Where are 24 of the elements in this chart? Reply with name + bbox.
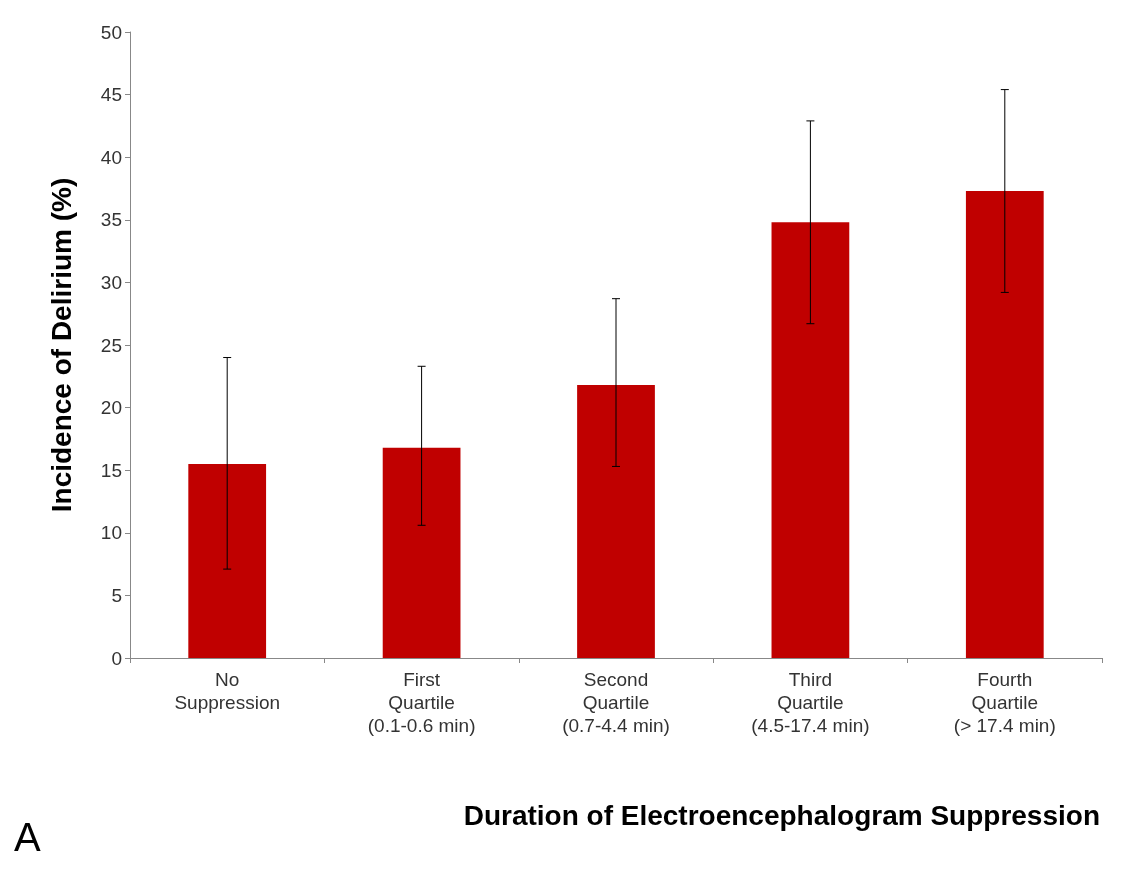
x-tick-label: No Suppression	[174, 669, 281, 713]
bar	[577, 385, 655, 658]
y-tick-label: 15	[100, 459, 122, 481]
text: A	[14, 815, 41, 859]
x-tick-label: First Quartile (0.1-0.6 min)	[367, 669, 476, 736]
bar	[771, 222, 850, 658]
y-tick-label: 25	[100, 334, 122, 356]
y-axis-title: Incidence of Delirium (%)	[45, 177, 77, 513]
bar	[382, 447, 461, 658]
y-tick-label: 35	[100, 209, 122, 231]
x-tick-label: Fourth Quartile (> 17.4 min)	[953, 669, 1056, 736]
y-tick-label: 0	[111, 647, 122, 669]
bar	[188, 463, 267, 658]
y-tick-label: 10	[100, 522, 122, 544]
y-tick-label: 45	[100, 84, 122, 106]
x-tick-label: Third Quartile (4.5-17.4 min)	[751, 669, 870, 736]
y-tick-label: 20	[100, 397, 122, 419]
x-tick-label: Second Quartile (0.7-4.4 min)	[562, 669, 670, 736]
bar	[965, 191, 1044, 658]
y-tick-label: 5	[111, 584, 122, 606]
y-tick-label: 30	[100, 271, 122, 293]
x-axis-title: Duration of Electroencephalogram Suppression	[463, 799, 1101, 831]
y-tick-label: 40	[100, 146, 122, 168]
y-tick-label: 50	[100, 21, 122, 43]
